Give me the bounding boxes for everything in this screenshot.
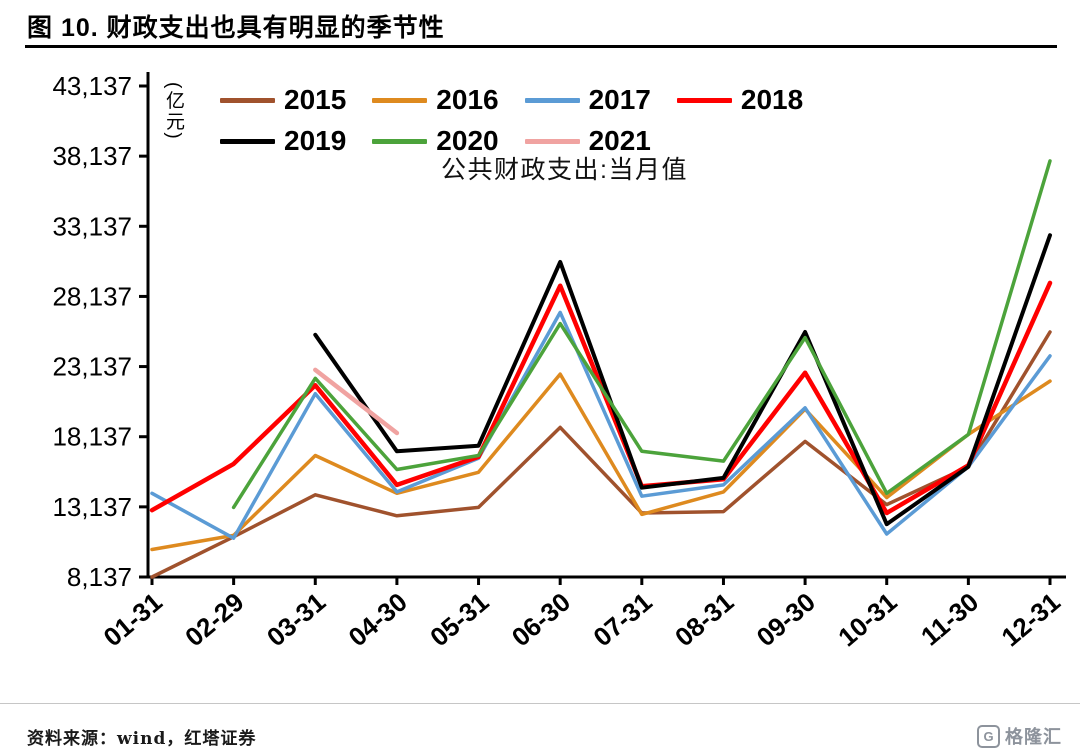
legend-label-2017: 2017 bbox=[588, 84, 651, 115]
legend-label-2019: 2019 bbox=[284, 125, 347, 156]
legend-item-2015: 2015 bbox=[220, 84, 346, 116]
x-axis-label: 07-31 bbox=[587, 587, 657, 653]
y-axis-label: 13,137 bbox=[52, 492, 132, 522]
series-line-2021 bbox=[313, 367, 400, 436]
x-axis-label: 08-31 bbox=[669, 587, 739, 653]
y-axis-label: 43,137 bbox=[52, 71, 132, 101]
legend-row-1: 2015 2016 2017 2018 bbox=[220, 84, 803, 116]
x-axis-label: 09-30 bbox=[751, 587, 821, 653]
legend-label-2015: 2015 bbox=[284, 84, 347, 115]
legend-item-2021: 2021 bbox=[524, 125, 651, 157]
series-line-2016 bbox=[150, 372, 1052, 552]
legend-mark-2016 bbox=[372, 97, 428, 103]
y-axis-label: 18,137 bbox=[52, 422, 132, 452]
series-line-2019 bbox=[313, 233, 1052, 527]
legend-mark-2019 bbox=[220, 138, 275, 144]
y-axis-label: 23,137 bbox=[52, 352, 132, 382]
legend-row-2: 2019 2020 2021 bbox=[220, 125, 803, 157]
series-line-2018 bbox=[149, 280, 1053, 516]
series-line-2015 bbox=[150, 330, 1052, 579]
legend-item-2019: 2019 bbox=[220, 125, 346, 157]
gelonghui-logo-text: 格隆汇 bbox=[1005, 727, 1062, 747]
legend-item-2020: 2020 bbox=[372, 125, 499, 157]
y-axis-label: 8,137 bbox=[67, 562, 132, 592]
y-axis-unit-label: (亿元) bbox=[163, 82, 184, 141]
seasonality-line-chart: 8,137 13,137 18,137 23,137 28,137 33,137 38,13… bbox=[52, 71, 1066, 653]
legend-item-2018: 2018 bbox=[676, 84, 804, 116]
legend-label-2018: 2018 bbox=[740, 84, 804, 115]
source-note: 资料来源：wind，红塔证券 bbox=[27, 729, 257, 749]
y-axis-label: 38,137 bbox=[52, 141, 132, 171]
series-line-2017 bbox=[150, 310, 1052, 540]
x-axis-label: 03-31 bbox=[261, 587, 331, 653]
legend-label-2016: 2016 bbox=[436, 84, 499, 115]
y-axis-label: 28,137 bbox=[52, 281, 132, 311]
legend-mark-2015 bbox=[220, 97, 275, 103]
x-axis-label: 01-31 bbox=[98, 587, 168, 653]
x-axis-label: 11-30 bbox=[915, 587, 984, 652]
gelonghui-logo: G 格隆汇 bbox=[977, 723, 1062, 749]
chart-legend: 2015 2016 2017 2018 2019 2020 2021 bbox=[220, 84, 803, 157]
title-underline bbox=[25, 45, 1057, 48]
legend-label-2021: 2021 bbox=[588, 125, 651, 156]
legend-mark-2017 bbox=[524, 97, 580, 103]
x-axis-label: 02-29 bbox=[179, 587, 249, 653]
gelonghui-logo-icon: G bbox=[977, 724, 1000, 748]
footer-divider bbox=[0, 703, 1080, 704]
x-axis-label: 04-30 bbox=[343, 587, 413, 653]
x-axis-label: 10-31 bbox=[832, 587, 902, 653]
legend-mark-2021 bbox=[524, 138, 580, 144]
x-axis-label: 12-31 bbox=[996, 587, 1066, 653]
chart-subtitle: 公共财政支出:当月值 bbox=[441, 156, 688, 184]
x-axis-label: 05-31 bbox=[424, 587, 494, 653]
x-axis-label: 06-30 bbox=[506, 587, 576, 653]
series-line-2020 bbox=[231, 159, 1052, 510]
y-axis-label: 33,137 bbox=[52, 211, 132, 241]
legend-item-2016: 2016 bbox=[372, 84, 499, 116]
legend-mark-2018 bbox=[676, 97, 732, 103]
figure-title: 图 10. 财政支出也具有明显的季节性 bbox=[27, 14, 445, 42]
legend-mark-2020 bbox=[372, 138, 428, 144]
legend-item-2017: 2017 bbox=[524, 84, 651, 116]
legend-label-2020: 2020 bbox=[436, 125, 499, 156]
